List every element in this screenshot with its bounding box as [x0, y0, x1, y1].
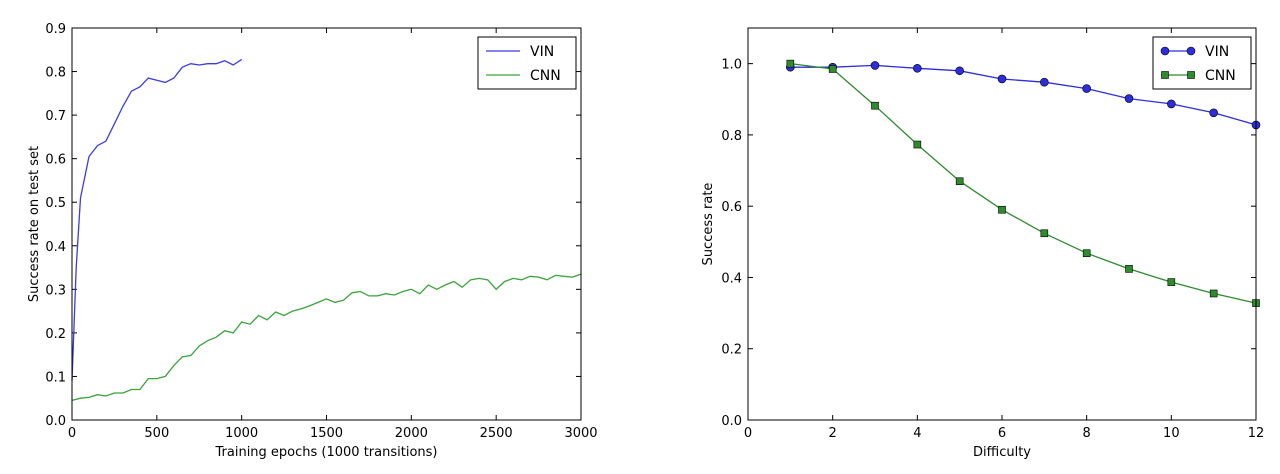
data-point-cnn — [1209, 289, 1218, 298]
y-tick-label: 0.7 — [45, 109, 66, 124]
x-tick-label: 1500 — [310, 426, 343, 441]
data-point-vin — [1124, 94, 1134, 103]
y-tick-label: 0.8 — [721, 129, 742, 144]
data-point-cnn — [955, 177, 964, 186]
legend-label: VIN — [530, 44, 554, 60]
data-point-cnn — [828, 65, 837, 73]
data-point-vin — [1082, 84, 1091, 93]
x-tick-label: 6 — [998, 426, 1006, 441]
x-tick-label: 0 — [744, 426, 752, 441]
data-point-vin — [1167, 99, 1176, 109]
y-tick-label: 0.6 — [721, 200, 742, 215]
x-tick-label: 8 — [1083, 426, 1091, 441]
y-tick-label: 0.0 — [45, 414, 66, 429]
data-point-vin — [997, 74, 1007, 84]
y-tick-label: 1.0 — [721, 58, 742, 73]
x-tick-label: 2 — [829, 426, 837, 441]
legend: VIN CNN — [1152, 36, 1252, 90]
y-tick-label: 0.5 — [45, 196, 66, 211]
y-tick-label: 0.6 — [45, 153, 66, 168]
data-point-cnn — [786, 59, 795, 68]
plot-frame — [71, 27, 582, 421]
data-point-cnn — [913, 140, 922, 149]
y-tick-label: 0.4 — [45, 240, 66, 255]
data-point-vin — [955, 66, 964, 76]
series-line-vin — [71, 58, 243, 381]
x-axis-label: Difficulty — [973, 445, 1031, 460]
x-tick-label: 2500 — [480, 426, 513, 441]
x-axis-label: Training epochs (1000 transitions) — [215, 445, 438, 460]
x-tick-label: 3000 — [564, 426, 597, 441]
legend-marker — [1160, 46, 1170, 56]
legend-label: CNN — [530, 68, 561, 84]
data-point-cnn — [1125, 265, 1133, 273]
y-tick-label: 0.3 — [45, 283, 66, 298]
y-tick-label: 0.2 — [45, 327, 66, 342]
y-tick-label: 0.9 — [45, 22, 66, 37]
data-point-cnn — [1040, 229, 1049, 238]
difficulty-chart: 0 2 4 6 8 10 12 0.0 0.2 0.4 0.6 0.8 1.0 Difficulty Suc… — [701, 27, 1265, 460]
series-line-cnn — [790, 62, 1257, 304]
x-tick-label: 12 — [1248, 426, 1265, 441]
x-tick-label: 2000 — [395, 426, 428, 441]
x-tick-label: 1000 — [225, 426, 258, 441]
x-tick-label: 500 — [144, 426, 169, 441]
series-line-cnn — [71, 273, 582, 402]
x-tick-label: 4 — [913, 426, 921, 441]
training-curve-chart: 0 500 1000 1500 2000 2500 3000 0.0 0.1 0.2 0.3 0.4 0… — [27, 22, 598, 460]
legend-label: VIN — [1205, 44, 1229, 60]
y-tick-label: 0.4 — [721, 271, 742, 286]
data-point-vin — [1209, 108, 1218, 118]
legend-marker — [1186, 46, 1196, 56]
legend-box — [477, 36, 577, 90]
x-tick-label: 10 — [1163, 426, 1180, 441]
y-axis-label: Success rate on test set — [27, 146, 42, 302]
series-line-vin — [790, 64, 1257, 126]
x-tick-label: 0 — [68, 426, 76, 441]
data-point-vin — [1040, 77, 1049, 87]
y-tick-label: 0.0 — [721, 414, 742, 429]
data-point-vin — [870, 61, 880, 70]
legend-label: CNN — [1205, 68, 1236, 84]
data-point-cnn — [998, 205, 1006, 214]
legend-box — [1152, 36, 1252, 90]
y-tick-label: 0.8 — [45, 66, 66, 81]
legend-marker — [1187, 71, 1195, 79]
y-tick-label: 0.1 — [45, 370, 66, 385]
y-tick-label: 0.2 — [721, 343, 742, 358]
y-axis-label: Success rate — [701, 183, 716, 266]
legend: VIN CNN — [477, 36, 577, 90]
data-point-cnn — [1082, 249, 1091, 258]
data-point-cnn — [1167, 278, 1176, 286]
legend-marker — [1161, 71, 1169, 79]
data-point-cnn — [871, 101, 879, 110]
plot-frame — [747, 27, 1257, 421]
data-point-vin — [913, 63, 922, 73]
